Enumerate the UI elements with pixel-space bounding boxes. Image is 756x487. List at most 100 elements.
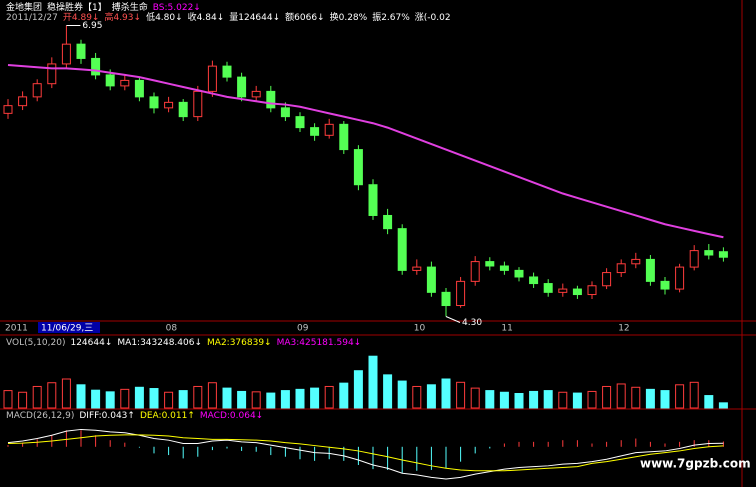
candle-body [631,258,641,265]
candle-body [32,83,42,98]
volume-bar [324,385,334,409]
candle-body [689,250,699,268]
volume-bar [76,384,86,409]
volume-bar [689,381,699,409]
volume-bar [266,392,276,409]
candle-body [310,127,320,136]
candle-body [485,261,495,267]
candle-body [441,291,451,307]
candle-body [514,269,524,278]
candle-body [47,63,57,85]
candle-body [616,263,626,274]
volume-bar [149,388,159,409]
volume-bar [543,390,553,409]
volume-header: VOL(5,10,20) 124644↓ MA1:343248.406↓ MA2:37… [6,338,361,348]
header-item: VOL(5,10,20) [6,338,65,348]
candle-body [499,265,509,271]
candle-body [134,79,144,98]
candle-body [120,79,130,87]
candle-body [339,123,349,151]
header-item: MACD:0.064↓ [200,411,263,421]
volume-bar [353,370,363,409]
volume-bar [426,384,436,409]
volume-bar [91,389,101,409]
volume-bar [164,391,174,409]
candle-body [324,123,334,136]
volume-bar [704,395,714,409]
volume-bar [120,388,130,409]
x-tick-label: 10 [414,324,426,334]
candle-body [397,228,407,271]
candle-body [558,288,568,293]
candle-body [91,57,101,76]
header-item: MA1:343248.406↓ [117,338,202,348]
candle-body [149,96,159,109]
volume-bar [134,386,144,409]
volume-bar [470,387,480,409]
candle-body [61,43,71,65]
candle-body [660,280,670,290]
candle-body [704,250,714,256]
header-item: 开4.89↓ [63,12,100,23]
volume-bar [61,378,71,409]
candle-body [412,266,422,271]
volume-bar [616,383,626,409]
volume-bar [280,390,290,409]
volume-bar [251,391,261,409]
candle-body [105,74,115,87]
volume-bar [47,382,57,409]
volume-bar [645,388,655,409]
header-line2: 2011/12/27 开4.89↓ 高4.93↓ 低4.80↓ 收4.84↓ 量12464… [6,11,451,23]
header-item: 振2.67% [372,11,410,23]
header-item: 量124644↓ [229,12,280,23]
header-item: MACD(26,12,9) [6,411,74,421]
volume-bar [456,381,466,409]
candle-body [251,90,261,98]
header-item: BS:5.022↓ [153,3,201,13]
header-item: 金地集团 [6,1,42,13]
header-item: 稳操胜券【1】 [47,1,107,13]
header-item: DIFF:0.043↑ [79,411,135,421]
volume-bar [485,390,495,409]
candle-body [587,285,597,296]
candle-body [353,149,363,186]
volume-bar [295,388,305,409]
volume-bar [339,382,349,409]
volume-bar [383,374,393,409]
candle-body [456,280,466,307]
volume-bar [558,391,568,409]
candle-body [426,266,436,293]
x-tick-label: 12 [618,324,629,334]
candle-body [222,65,232,78]
volume-bar [660,390,670,409]
candle-body [675,266,685,290]
candle-body [193,90,203,118]
x-tick-label: 11 [501,324,512,334]
volume-bar [675,384,685,409]
volume-bar [105,391,115,409]
volume-bar [602,385,612,409]
volume-bar [207,382,217,409]
candle-body [602,272,612,287]
annotation-leader [445,316,461,323]
candle-body [178,101,188,118]
header-item: 124644↓ [70,338,112,348]
candle-body [718,251,728,258]
volume-bar [499,391,509,409]
volume-bar [397,380,407,409]
cursor-date: 11/06/29,三 [41,324,93,334]
candle-body [164,101,174,109]
volume-bar [412,385,422,409]
candle-body [572,288,582,296]
volume-bar [237,390,247,409]
volume-bar [631,386,641,409]
candle-body [645,258,655,282]
volume-bar [368,355,378,409]
x-tick-label: 09 [297,324,309,334]
volume-bar [178,390,188,409]
candle-body [280,107,290,118]
diff-line [7,428,724,480]
annotation: 4.30 [462,318,482,328]
candle-body [543,283,553,293]
header-item: 换0.28% [330,11,368,23]
